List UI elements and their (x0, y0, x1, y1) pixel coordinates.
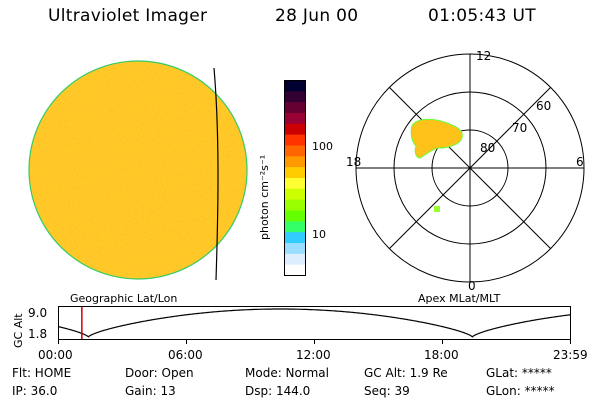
app-title: Ultraviolet Imager (48, 6, 208, 26)
timeline-ytick-bottom: 1.8 (28, 327, 48, 341)
colorbar-band (284, 134, 306, 146)
mlt-label-0: 0 (468, 279, 476, 293)
colorbar-band (284, 113, 306, 125)
orbit-altitude-curve (58, 308, 571, 338)
colorbar-tick-10: 10 (312, 228, 326, 241)
mlt-label-12: 12 (476, 49, 491, 63)
timeline-xtick-1200: 12:00 (296, 348, 331, 362)
colorbar-band (284, 156, 306, 168)
lat-label-70: 70 (512, 121, 527, 135)
status-gain: Gain: 13 (125, 384, 176, 398)
mlt-label-6: 6 (576, 155, 584, 169)
colorbar-unit-label: photon cm⁻²s⁻¹ (258, 154, 271, 240)
status-seq: Seq: 39 (364, 384, 410, 398)
status-gc-alt: GC Alt: 1.9 Re (364, 366, 448, 380)
status-dsp: Dsp: 144.0 (245, 384, 311, 398)
left-panel-caption: Geographic Lat/Lon (70, 292, 178, 305)
status-mode: Mode: Normal (245, 366, 329, 380)
auroral-spot (434, 206, 440, 212)
colorbar-band (284, 199, 306, 211)
colorbar-band (284, 178, 306, 190)
colorbar-band (284, 80, 306, 92)
colorbar-band (284, 232, 306, 244)
status-ip: IP: 36.0 (12, 384, 58, 398)
lat-label-60: 60 (536, 99, 551, 113)
timeline-ytick-top: 9.0 (28, 306, 48, 320)
timeline-ylabel: GC Alt (12, 313, 25, 348)
colorbar-band (284, 167, 306, 179)
terminator-line (213, 67, 219, 281)
polar-plot[interactable]: 12 0 18 6 60 70 80 (340, 48, 600, 296)
timeline-xtick-0000: 00:00 (38, 348, 73, 362)
colorbar (284, 80, 306, 276)
colorbar-band (284, 145, 306, 157)
auroral-emission (410, 118, 463, 159)
status-glat: GLat: ***** (486, 366, 552, 380)
observation-date: 28 Jun 00 (275, 6, 359, 26)
colorbar-band (284, 243, 306, 255)
status-door: Door: Open (125, 366, 194, 380)
mlt-label-18: 18 (346, 155, 361, 169)
status-flt: Flt: HOME (12, 366, 72, 380)
timeline-xtick-0600: 06:00 (168, 348, 203, 362)
earth-disk (29, 61, 247, 279)
colorbar-band (284, 188, 306, 200)
colorbar-band (284, 123, 306, 135)
colorbar-band (284, 102, 306, 114)
timeline-xtick-2359: 23:59 (553, 348, 588, 362)
right-panel-caption: Apex MLat/MLT (418, 292, 501, 305)
lat-label-80: 80 (480, 141, 495, 155)
colorbar-band (284, 221, 306, 233)
status-glon: GLon: ***** (486, 384, 555, 398)
orbit-timeline[interactable] (58, 306, 572, 348)
colorbar-tick-100: 100 (312, 140, 333, 153)
colorbar-band (284, 264, 306, 276)
disk-limb (28, 60, 248, 280)
geographic-disk-image[interactable] (28, 58, 252, 290)
timeline-frame (58, 306, 571, 340)
timeline-xtick-1800: 18:00 (424, 348, 459, 362)
spoke-diag-2 (389, 87, 551, 249)
colorbar-band (284, 210, 306, 222)
colorbar-band (284, 253, 306, 265)
colorbar-band (284, 91, 306, 103)
observation-time: 01:05:43 UT (428, 6, 536, 26)
